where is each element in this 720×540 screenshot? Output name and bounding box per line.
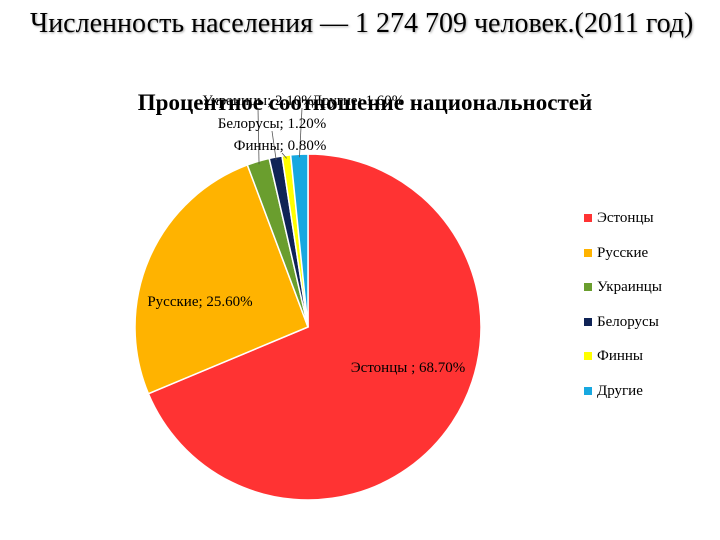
- legend-label: Другие: [597, 382, 643, 399]
- pie-slice-эстонцы: [147, 153, 482, 501]
- leader-line-финны: [281, 152, 287, 159]
- legend-swatch: [584, 317, 592, 326]
- legend-item-другие: Другие: [584, 383, 662, 418]
- legend-label: Эстонцы: [597, 210, 654, 226]
- legend-label: Русские: [597, 244, 649, 261]
- chart-legend: Эстонцы Русские Украинцы Белорусы Финны Други…: [584, 210, 662, 417]
- legend-swatch: [584, 386, 592, 395]
- legend-item-белорусы: Белорусы: [584, 314, 662, 349]
- data-label-русские: Русские; 25.60%: [147, 294, 252, 310]
- legend-item-украинцы: Украинцы: [584, 279, 662, 314]
- legend-label: Украинцы: [597, 279, 662, 295]
- legend-swatch: [584, 283, 592, 291]
- leader-line-украинцы: [257, 107, 260, 165]
- legend-label: Финны: [597, 348, 644, 364]
- legend-swatch: [584, 214, 592, 222]
- pie-slice-русские: [134, 164, 309, 395]
- data-label-белорусы: Белорусы; 1.20%: [218, 116, 326, 132]
- legend-item-русские: Русские: [584, 245, 662, 280]
- data-label-другие: Другие; 1.60%: [312, 93, 405, 109]
- legend-item-эстонцы: Эстонцы: [584, 210, 662, 245]
- leader-line-белорусы: [271, 130, 277, 161]
- data-label-финны: Финны; 0.80%: [234, 138, 327, 154]
- data-labels: Эстонцы ; 68.70% Русские; 25.60% Украинцы;…: [147, 93, 465, 376]
- legend-swatch: [584, 352, 592, 360]
- legend-item-финны: Финны: [584, 348, 662, 383]
- pie-slices: [134, 153, 482, 501]
- leader-line-другие: [299, 107, 303, 158]
- leader-lines: [257, 107, 303, 165]
- legend-swatch: [584, 248, 592, 257]
- chart-title: Процентное соотношение национальностей: [138, 90, 592, 115]
- data-label-эстонцы: Эстонцы ; 68.70%: [351, 360, 465, 376]
- page-title: Численность населения — 1 274 709 челове…: [30, 8, 694, 39]
- legend-label: Белорусы: [597, 313, 659, 330]
- data-label-украинцы: Украинцы; 2.10%: [202, 93, 314, 109]
